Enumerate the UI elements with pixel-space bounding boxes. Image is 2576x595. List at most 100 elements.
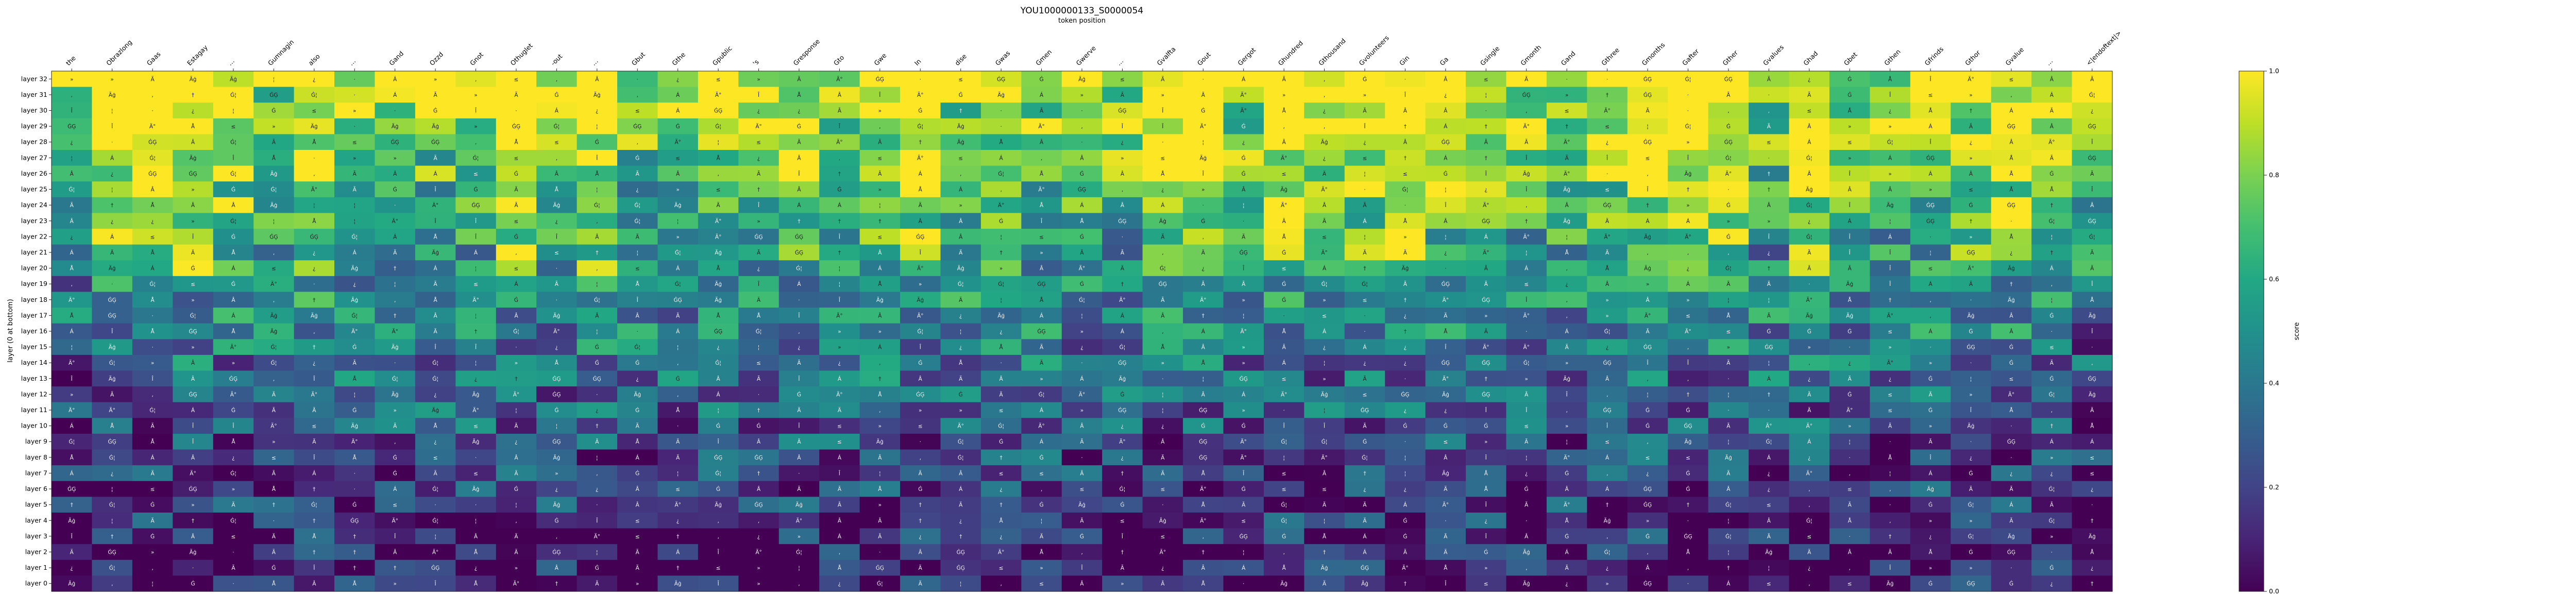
cell-label: Á (1403, 502, 1408, 508)
cell-label: ¿ (1242, 140, 1245, 146)
cell-label: Ä (797, 438, 801, 445)
cell-label: ≤ (756, 140, 761, 146)
heatmap-cell (819, 512, 860, 529)
cell-label: Å (555, 186, 559, 193)
heatmap-cell (1385, 465, 1426, 482)
cell-label: Ä (1403, 249, 1408, 256)
heatmap-cell (1506, 433, 1547, 450)
cell-label: Î (636, 297, 639, 303)
heatmap-cell (1627, 402, 1668, 418)
cell-label: ĠĢ (674, 297, 682, 303)
heatmap-cell (1142, 87, 1183, 103)
heatmap-cell (1142, 418, 1183, 434)
heatmap-cell (1668, 71, 1709, 88)
cell-label: ≤ (1928, 92, 1933, 98)
heatmap-cell (1263, 528, 1304, 545)
heatmap-cell (940, 260, 981, 277)
cell-label: · (354, 76, 355, 82)
cell-label: ¿ (838, 581, 841, 587)
cell-label: Ġ¦ (432, 376, 438, 382)
heatmap-cell (698, 512, 739, 529)
cell-label: Ä° (432, 549, 438, 555)
heatmap-cell (375, 544, 416, 560)
heatmap-cell (1344, 512, 1385, 529)
cell-label: Ä (70, 549, 74, 555)
heatmap-cell (1425, 528, 1466, 545)
cell-label: » (191, 187, 194, 193)
heatmap-cell (1829, 370, 1871, 387)
heatmap-cell (980, 418, 1022, 434)
heatmap-cell (617, 386, 658, 403)
heatmap-cell (1183, 181, 1224, 198)
cell-label: Ä° (1281, 202, 1287, 209)
cell-label: † (1202, 549, 1205, 555)
cell-label: Äģ (392, 344, 399, 351)
cell-label: ‚ (1566, 266, 1568, 272)
cell-label: Äģ (1765, 549, 1772, 555)
heatmap-cell (940, 134, 981, 150)
heatmap-cell (1263, 370, 1304, 387)
cell-label: Ã (514, 470, 518, 477)
heatmap-cell (1223, 449, 1264, 466)
cell-label: ≤ (716, 187, 721, 193)
y-tick-label: layer 23 (21, 217, 47, 225)
heatmap-cell (173, 481, 214, 497)
x-tick-label: Ghad (1802, 49, 1819, 67)
cell-label: ‚ (1687, 376, 1689, 382)
x-tick-label: Gwas (994, 49, 1012, 67)
heatmap-cell (536, 71, 578, 88)
x-tick-label: Gvolunteers (1358, 34, 1391, 67)
heatmap-cell (1142, 544, 1183, 560)
heatmap-cell (1263, 71, 1304, 88)
heatmap-cell (334, 402, 376, 418)
heatmap-cell (536, 165, 578, 182)
heatmap-cell (132, 370, 173, 387)
heatmap-cell (1263, 165, 1304, 182)
heatmap-cell (173, 165, 214, 182)
heatmap-cell (1223, 292, 1264, 308)
cell-label: ≤ (1686, 455, 1690, 461)
cell-label: Â (1565, 202, 1569, 209)
cell-label: Ġ (1080, 233, 1084, 240)
cell-label: Ã (1807, 249, 1811, 256)
heatmap-cell (1304, 213, 1345, 229)
heatmap-cell (1304, 134, 1345, 150)
heatmap-cell (334, 544, 376, 560)
heatmap-cell (496, 71, 537, 88)
cell-label: Ã (797, 360, 801, 366)
cell-label: Ã (1524, 139, 1529, 146)
cell-label: · (1889, 439, 1891, 445)
cell-label: ≤ (514, 76, 519, 82)
heatmap-cell (1142, 134, 1183, 150)
heatmap-cell (496, 481, 537, 497)
cell-label: Ġ (756, 423, 760, 430)
heatmap-cell (1910, 465, 1951, 482)
heatmap-cell (738, 134, 779, 150)
heatmap-cell (1506, 528, 1547, 545)
cell-label: ≤ (1160, 534, 1165, 540)
heatmap-cell (1829, 339, 1871, 355)
heatmap-cell (52, 433, 93, 450)
heatmap-cell (1951, 87, 1992, 103)
cell-label: Î (838, 123, 841, 130)
heatmap-cell (92, 386, 133, 403)
cell-label: Ä (959, 502, 963, 508)
heatmap-cell (1829, 433, 1871, 450)
cell-label: » (1080, 92, 1083, 98)
cell-label: Äģ (1846, 281, 1853, 287)
cell-label: † (1687, 392, 1689, 398)
heatmap-cell (900, 165, 941, 182)
cell-label: ĠĢ (754, 502, 762, 508)
heatmap-cell (1789, 418, 1830, 434)
heatmap-cell (213, 386, 254, 403)
cell-label: Ġ (272, 108, 276, 114)
heatmap-cell (1749, 512, 1790, 529)
cell-label: Ġ (1848, 76, 1852, 82)
heatmap-cell (92, 323, 133, 339)
heatmap-cell (1668, 354, 1709, 371)
cell-label: Â (191, 139, 195, 146)
heatmap-cell (1183, 402, 1224, 418)
cell-label: ≤ (554, 140, 559, 146)
heatmap-cell (1991, 87, 2032, 103)
cell-label: ‚ (1000, 581, 1002, 587)
